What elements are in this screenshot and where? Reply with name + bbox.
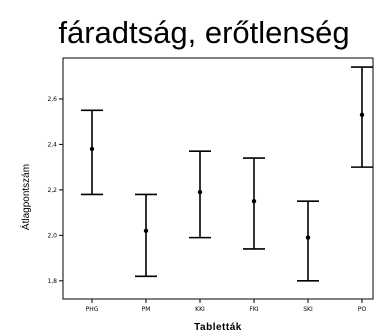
y-tick-label: 2,0 bbox=[47, 232, 57, 239]
mean-point bbox=[143, 228, 149, 233]
error-bar bbox=[189, 150, 211, 239]
mean-point bbox=[251, 199, 257, 204]
error-bar bbox=[135, 193, 157, 278]
chart-title: fáradtság, erőtlenség bbox=[58, 15, 349, 50]
mean-point bbox=[305, 235, 311, 240]
y-tick-label: 2,6 bbox=[47, 96, 57, 103]
y-axis-label: Átlagpontszám bbox=[19, 164, 32, 230]
error-bar bbox=[297, 200, 319, 282]
x-axis-label: Tabletták bbox=[194, 322, 242, 333]
error-bars bbox=[81, 66, 373, 282]
y-tick-label: 2,4 bbox=[47, 141, 57, 148]
plot-frame bbox=[62, 57, 374, 300]
y-axis-ticks: 1,8 2,0 2,2 2,4 2,6 bbox=[47, 96, 63, 285]
x-tick-label: KKI bbox=[195, 306, 205, 313]
x-axis-ticks: PHG PM KKI FKI SKI PO bbox=[86, 299, 367, 313]
error-bar bbox=[81, 109, 103, 196]
mean-point bbox=[89, 146, 95, 152]
error-bar bbox=[243, 157, 265, 250]
mean-point bbox=[359, 112, 365, 118]
x-tick-label: PO bbox=[358, 306, 367, 313]
y-tick-label: 1,8 bbox=[47, 278, 57, 285]
x-tick-label: PHG bbox=[86, 306, 99, 313]
x-tick-label: SKI bbox=[303, 306, 313, 313]
x-tick-label: PM bbox=[142, 306, 151, 313]
y-tick-label: 2,2 bbox=[47, 187, 57, 194]
mean-point bbox=[197, 189, 203, 195]
x-tick-label: FKI bbox=[249, 306, 258, 313]
error-bar bbox=[351, 66, 373, 168]
